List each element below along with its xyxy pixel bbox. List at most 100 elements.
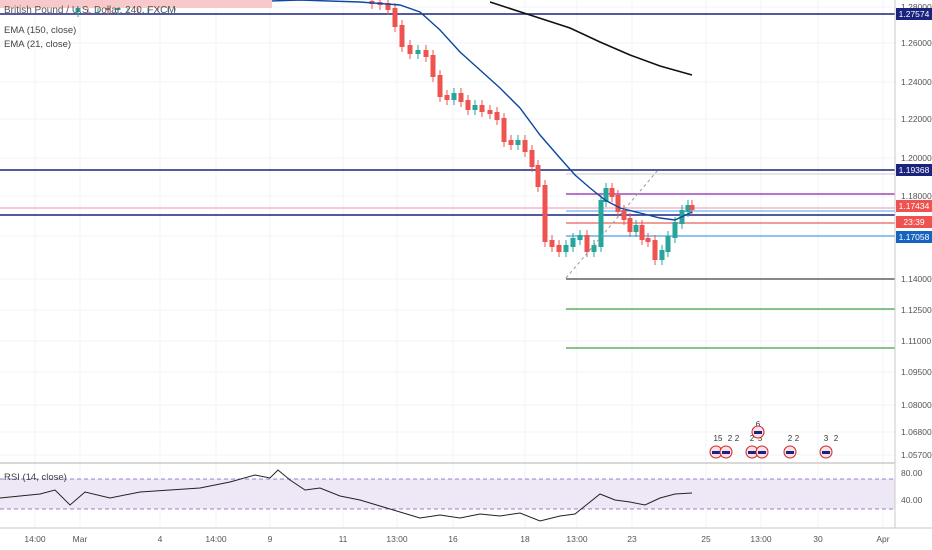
symbol-title[interactable]: British Pound / U.S. Dollar, 240, FXCM <box>4 5 176 16</box>
candle-body <box>515 140 521 145</box>
candle-body <box>529 150 535 167</box>
candle-body <box>399 25 405 47</box>
price-tag-label: 1.17434 <box>899 201 930 211</box>
price-tick: 1.09500 <box>901 367 932 377</box>
event-count[interactable]: 2 <box>728 434 733 443</box>
candle-body <box>465 100 471 110</box>
candle-body <box>652 240 658 260</box>
event-count[interactable]: 6 <box>756 420 761 429</box>
flag-stripe <box>754 431 762 434</box>
ema150-line <box>489 1 693 76</box>
rsi-legend[interactable]: RSI (14, close) <box>4 472 67 483</box>
price-tick: 1.08000 <box>901 400 932 410</box>
candle-body <box>665 236 671 252</box>
candlestick-series <box>75 0 695 265</box>
time-tick: 9 <box>268 534 273 544</box>
candle-body <box>494 112 500 120</box>
candle-body <box>621 210 627 220</box>
candle-body <box>603 188 609 202</box>
candle-body <box>542 185 548 242</box>
price-tag-label: 1.19368 <box>899 165 930 175</box>
price-tag-label: 1.27574 <box>899 9 930 19</box>
candle-body <box>615 195 621 212</box>
candle-body <box>451 93 457 100</box>
event-count[interactable]: 5 <box>758 434 763 443</box>
event-count[interactable]: 2 <box>788 434 793 443</box>
event-count[interactable]: 2 <box>834 434 839 443</box>
price-tick: 1.22000 <box>901 114 932 124</box>
candle-body <box>639 225 645 240</box>
flag-stripe <box>822 451 830 454</box>
candle-body <box>672 222 678 238</box>
candle-body <box>501 118 507 142</box>
candle-body <box>689 205 695 210</box>
flag-stripe <box>748 451 756 454</box>
time-tick: 30 <box>813 534 823 544</box>
time-axis[interactable]: 14:00 Mar 4 14:00 9 11 13:00 16 18 13:00 23 25 13:00… <box>24 534 889 544</box>
time-tick: 23 <box>627 534 637 544</box>
price-tag <box>896 231 932 243</box>
candle-body <box>584 235 590 252</box>
candle-body <box>591 245 597 252</box>
candle-body <box>633 225 639 232</box>
candle-body <box>415 50 421 54</box>
rsi-axis[interactable]: 80.00 40.00 <box>901 468 923 505</box>
time-tick: 4 <box>158 534 163 544</box>
time-tick: 13:00 <box>386 534 408 544</box>
candle-body <box>570 238 576 247</box>
event-count[interactable]: 2 <box>735 434 740 443</box>
candle-body <box>423 50 429 57</box>
price-tag <box>896 8 932 20</box>
time-tick: 13:00 <box>750 534 772 544</box>
price-tick: 1.06800 <box>901 427 932 437</box>
candle-body <box>407 45 413 54</box>
event-count[interactable]: 2 <box>795 434 800 443</box>
candle-body <box>659 250 665 260</box>
candle-body <box>522 140 528 152</box>
legend-highlight <box>0 0 272 8</box>
time-tick: 14:00 <box>205 534 227 544</box>
ema21-legend[interactable]: EMA (21, close) <box>4 39 71 50</box>
event-count[interactable]: 2 <box>750 434 755 443</box>
time-tick: 13:00 <box>566 534 588 544</box>
event-count[interactable]: 3 <box>824 434 829 443</box>
flag-stripe <box>712 451 720 454</box>
price-tag <box>896 164 932 176</box>
rsi-line <box>0 469 693 522</box>
candle-body <box>549 240 555 247</box>
candle-body <box>563 245 569 252</box>
price-tick: 1.18000 <box>901 191 932 201</box>
flag-stripe <box>758 451 766 454</box>
candle-body <box>535 165 541 187</box>
price-tick: 1.28000 <box>901 2 932 12</box>
candle-body <box>430 55 436 77</box>
candle-body <box>685 205 691 212</box>
price-tag <box>896 200 932 212</box>
rsi-tick: 40.00 <box>901 495 923 505</box>
candle-body <box>577 235 583 240</box>
time-tick: 14:00 <box>24 534 46 544</box>
candle-body <box>609 188 615 197</box>
rsi-tick: 80.00 <box>901 468 923 478</box>
candle-body <box>75 5 81 12</box>
price-tags: 1.27574 1.19368 1.17434 23:39 1.17058 <box>896 8 932 243</box>
flag-stripe <box>722 451 730 454</box>
ema21-line <box>179 0 693 221</box>
price-tick: 1.12500 <box>901 305 932 315</box>
candle-body <box>508 140 514 145</box>
candle-body <box>598 200 604 247</box>
drawing-lines[interactable] <box>0 13 895 349</box>
candle-body <box>444 95 450 100</box>
price-tick: 1.11000 <box>901 336 931 346</box>
time-tick: Apr <box>876 534 889 544</box>
ema150-legend[interactable]: EMA (150, close) <box>4 25 76 36</box>
event-count[interactable]: 15 <box>714 434 723 443</box>
price-tick: 1.24000 <box>901 77 932 87</box>
candle-body <box>487 110 493 114</box>
economic-events[interactable]: 15 2 2 2 562 2 3 2 <box>709 420 839 459</box>
price-tick: 1.26000 <box>901 38 932 48</box>
time-tick: 25 <box>701 534 711 544</box>
candle-body <box>385 3 391 10</box>
candle-body <box>645 238 651 242</box>
